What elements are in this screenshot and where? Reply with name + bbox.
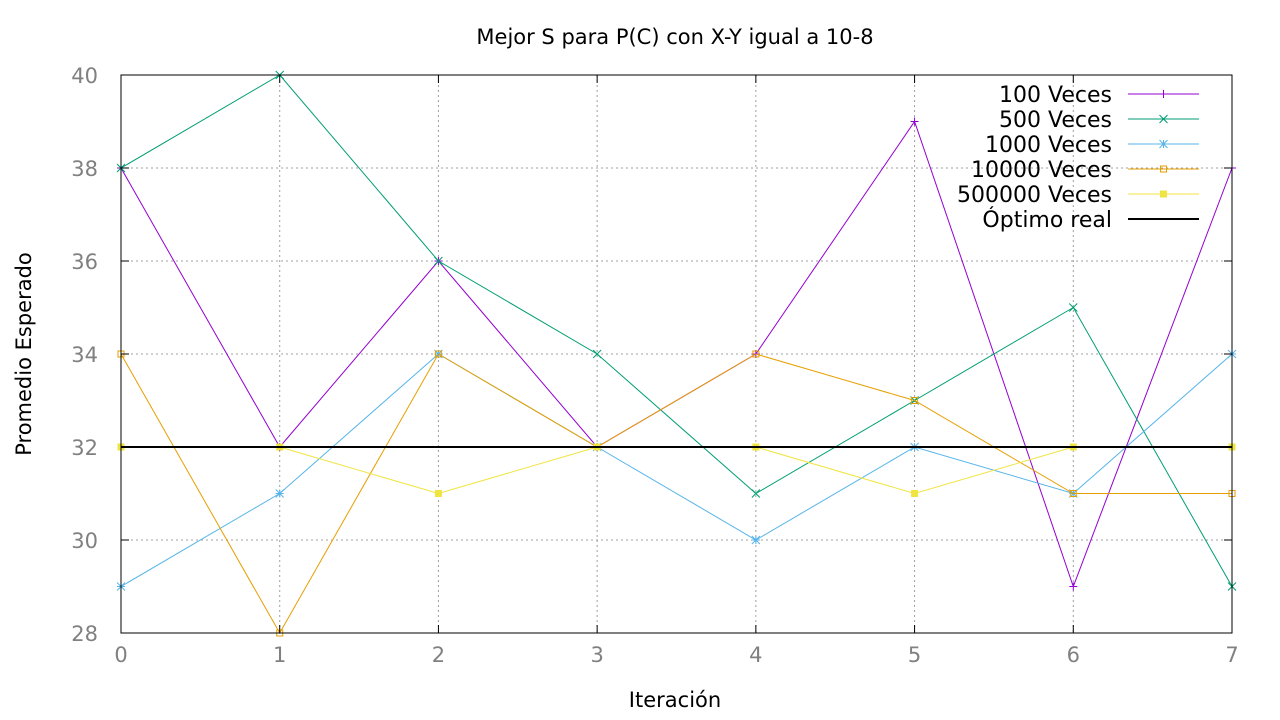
y-tick-label: 30 (71, 529, 98, 553)
series-1000-veces (116, 349, 1237, 591)
point-marker (275, 489, 285, 498)
legend-entry: Óptimo real (982, 207, 1199, 233)
legend-label: 1000 Veces (985, 133, 1112, 158)
legend-entry: 1000 Veces (985, 133, 1199, 158)
legend-label: 100 Veces (999, 83, 1112, 108)
point-marker (1160, 190, 1167, 198)
x-tick-label: 0 (114, 643, 127, 667)
x-tick-label: 1 (273, 643, 286, 667)
x-tick-label: 3 (590, 643, 603, 667)
legend-entry: 500 Veces (999, 108, 1199, 133)
legend-entry: 500000 Veces (957, 183, 1199, 208)
chart-title: Mejor S para P(C) con X-Y igual a 10-8 (476, 25, 873, 49)
point-marker (910, 117, 919, 126)
y-tick-label: 32 (71, 436, 98, 460)
point-marker (1159, 90, 1168, 98)
legend-label: 10000 Veces (971, 158, 1112, 183)
x-tick-label: 4 (749, 643, 762, 667)
series-line (120, 353, 1232, 635)
point-marker (1069, 490, 1077, 497)
point-marker (434, 350, 442, 358)
point-marker (1159, 114, 1168, 124)
point-marker (1160, 165, 1167, 173)
y-tick-label: 40 (71, 64, 98, 88)
x-tick-label: 7 (1225, 643, 1238, 667)
y-tick-label: 36 (71, 250, 98, 274)
point-marker (751, 489, 761, 498)
y-tick-label: 28 (71, 622, 98, 646)
point-marker (752, 350, 760, 358)
series-line (120, 74, 1233, 587)
point-marker (434, 490, 442, 497)
point-marker (911, 490, 919, 497)
y-axis-label: Promedio Esperado (12, 252, 36, 456)
point-marker (592, 349, 602, 359)
x-tick-label: 6 (1067, 643, 1080, 667)
legend-label: 500000 Veces (957, 183, 1112, 208)
point-marker (1069, 582, 1078, 591)
y-tick-label: 38 (71, 157, 98, 181)
point-marker (751, 535, 761, 545)
legend-entry: 10000 Veces (971, 158, 1199, 183)
point-marker (911, 397, 919, 404)
x-tick-label: 5 (908, 643, 921, 667)
point-marker (434, 256, 443, 266)
y-tick-label: 34 (71, 343, 98, 367)
x-tick-label: 2 (432, 643, 445, 667)
point-marker (1068, 303, 1078, 312)
legend-label: 500 Veces (999, 108, 1112, 133)
series-layer (116, 70, 1237, 637)
x-axis-label: Iteración (629, 688, 721, 712)
series-line (120, 353, 1233, 587)
legend-entry: 100 Veces (999, 83, 1199, 108)
point-marker (1159, 139, 1168, 149)
legend-label: Óptimo real (982, 207, 1112, 233)
